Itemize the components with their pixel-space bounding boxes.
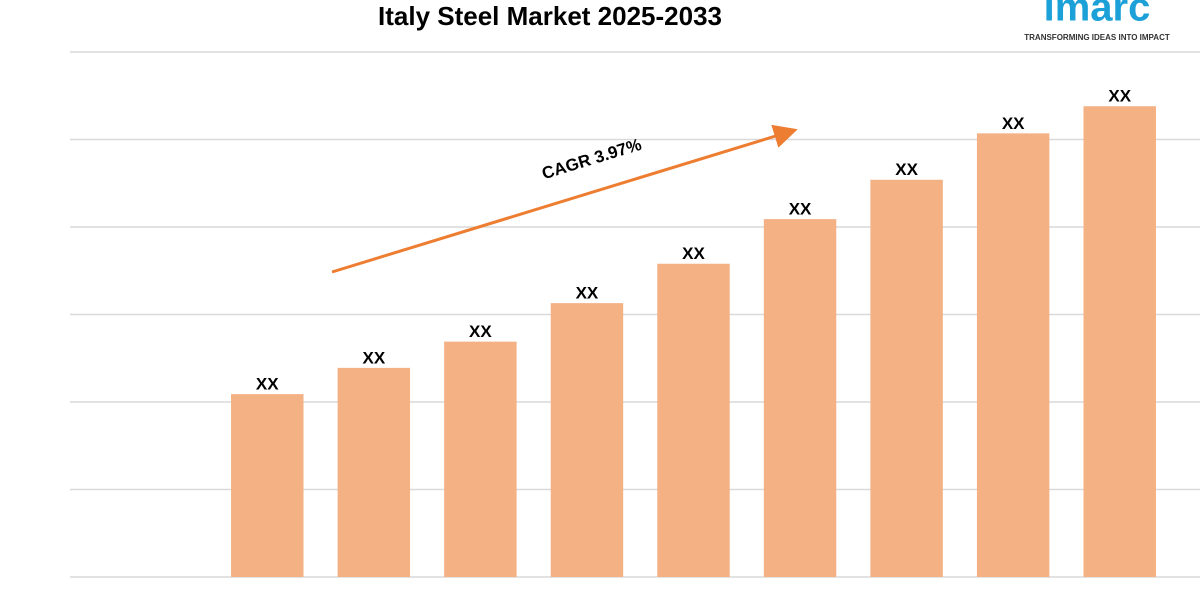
bar [657, 263, 730, 577]
bar [231, 394, 304, 577]
value-label: XX [469, 322, 492, 341]
chart-title: Italy Steel Market 2025-2033 [378, 1, 722, 31]
logo-tagline: TRANSFORMING IDEAS INTO IMPACT [1024, 33, 1170, 42]
logo: imarc [1044, 0, 1151, 30]
value-label: XX [1108, 87, 1131, 106]
value-label: XX [1002, 114, 1025, 133]
bar [550, 303, 624, 577]
value-label: XX [682, 244, 705, 263]
bar [976, 133, 1050, 577]
bar [763, 219, 837, 577]
value-label: XX [576, 284, 599, 303]
bar [337, 367, 411, 577]
bar [444, 341, 517, 577]
cagr-label: CAGR 3.97% [540, 135, 644, 183]
value-label: XX [895, 160, 918, 179]
value-label: XX [256, 375, 279, 394]
value-label: XX [362, 348, 385, 367]
cagr-arrow [331, 124, 798, 274]
bar [870, 179, 943, 577]
value-label: XX [789, 200, 812, 219]
bar [1083, 106, 1156, 577]
